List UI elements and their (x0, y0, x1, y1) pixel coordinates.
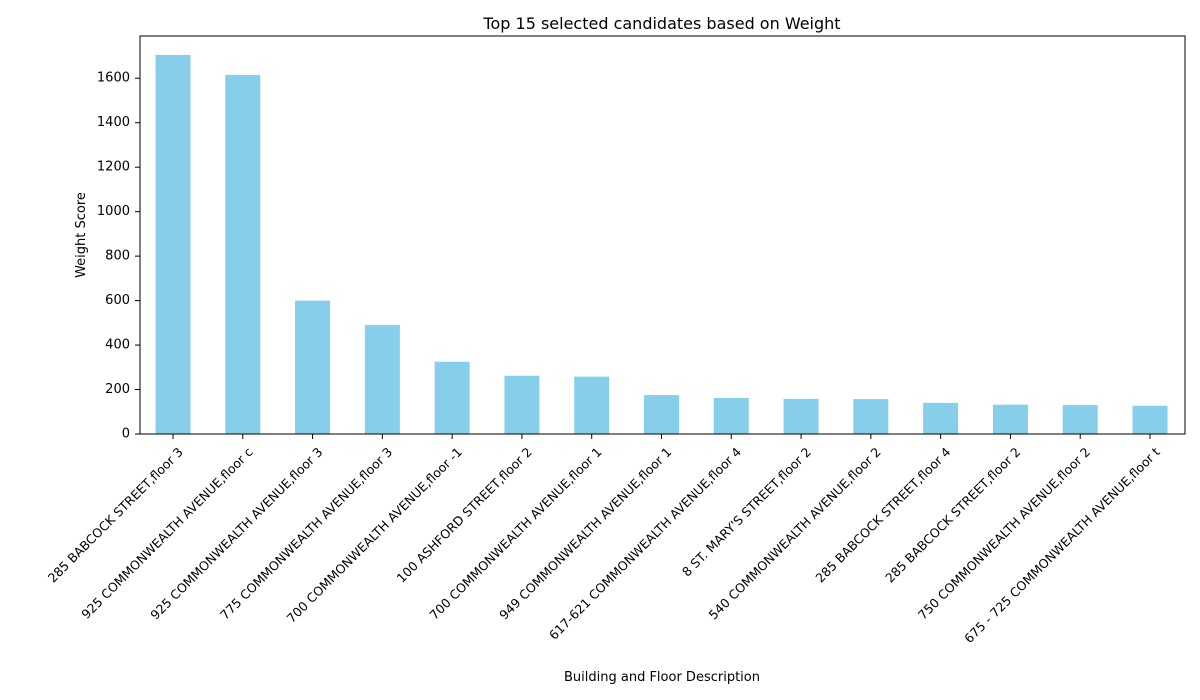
x-tick-label: 285 BABCOCK STREET,floor 4 (812, 444, 953, 585)
bar (434, 361, 470, 434)
x-axis-label: Building and Floor Description (564, 670, 760, 685)
bar (1132, 405, 1168, 434)
bar (783, 398, 819, 434)
x-tick-label: 285 BABCOCK STREET,floor 3 (45, 444, 186, 585)
bar (644, 395, 679, 434)
y-tick-label: 600 (105, 293, 130, 308)
y-axis: 0 200 400 600 800 1000 1200 1400 1600 (97, 71, 140, 442)
y-tick-label: 400 (105, 338, 130, 353)
y-tick-label: 200 (105, 382, 130, 397)
bar (1062, 405, 1098, 434)
y-tick-label: 800 (105, 249, 130, 264)
y-tick-label: 1400 (97, 115, 130, 130)
bar (295, 300, 331, 434)
bar (364, 325, 400, 434)
x-tick-label: 100 ASHFORD STREET,floor 2 (393, 444, 534, 585)
x-tick-label: 285 BABCOCK STREET,floor 2 (882, 444, 1023, 585)
plot-frame (139, 35, 1186, 435)
bar (923, 402, 959, 434)
bar (713, 397, 749, 434)
bar (504, 375, 540, 434)
bars-group (155, 54, 1168, 435)
x-tick-label: 8 ST. MARY'S STREET,floor 2 (679, 444, 814, 579)
y-tick-label: 0 (122, 427, 130, 442)
bar (853, 399, 889, 434)
bar (225, 74, 261, 434)
bar (574, 376, 610, 434)
y-tick-label: 1600 (97, 71, 130, 86)
y-tick-label: 1000 (97, 204, 130, 219)
y-axis-label: Weight Score (74, 192, 89, 278)
bar (155, 54, 191, 435)
bar (992, 404, 1028, 434)
y-tick-label: 1200 (97, 160, 130, 175)
chart-title: Top 15 selected candidates based on Weig… (482, 14, 840, 33)
